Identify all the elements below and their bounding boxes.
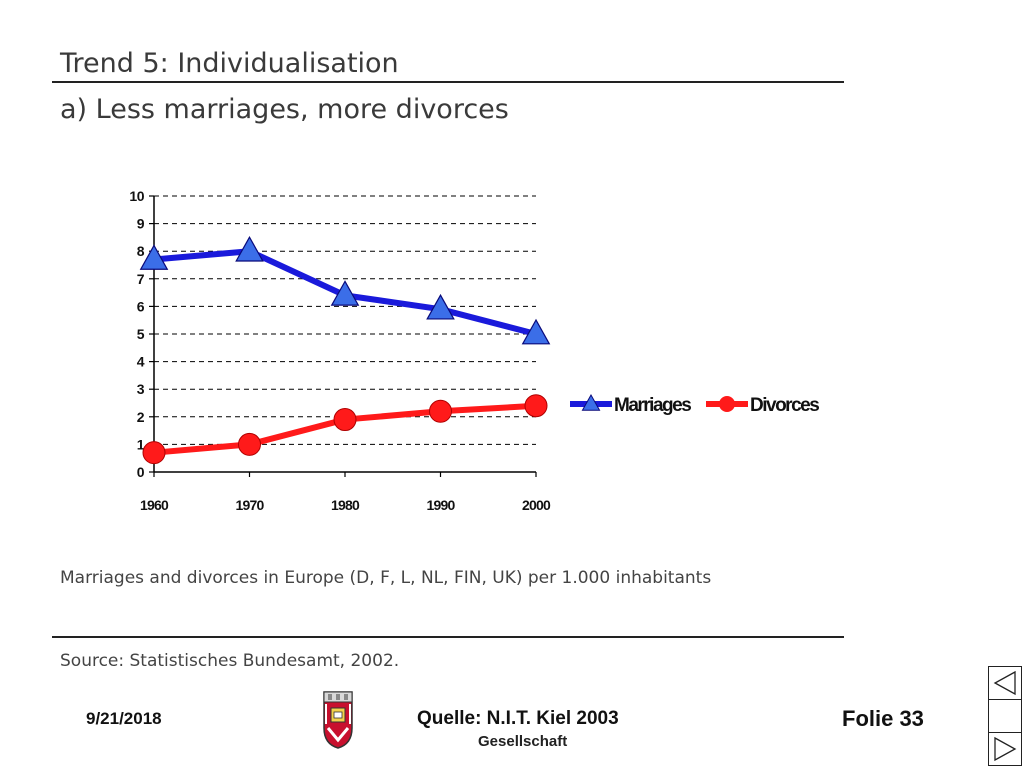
legend-entry-marriages: Marriages xyxy=(570,393,693,416)
footer-gesellschaft: Gesellschaft xyxy=(478,733,568,750)
title-rule xyxy=(52,81,844,83)
y-tick-label-5: 5 xyxy=(137,326,145,342)
point-marriages-1960 xyxy=(139,244,169,270)
y-tick-label-0: 0 xyxy=(137,464,145,480)
x-tick-label-1990: 1990 xyxy=(427,497,456,513)
prev-slide-button[interactable] xyxy=(989,667,1021,700)
point-marriages-1980 xyxy=(330,280,360,306)
slide-title: Trend 5: Individualisation xyxy=(60,48,399,79)
coat-of-arms-icon xyxy=(323,691,353,749)
y-tick-label-9: 9 xyxy=(137,216,145,232)
y-tick-label-4: 4 xyxy=(137,354,145,370)
point-divorces-2000 xyxy=(524,394,548,418)
y-tick-label-3: 3 xyxy=(137,381,145,397)
point-divorces-1960 xyxy=(142,441,166,465)
footer-quelle: Quelle: N.I.T. Kiel 2003 xyxy=(417,708,619,729)
slide-subtitle: a) Less marriages, more divorces xyxy=(60,94,509,125)
chart-caption: Marriages and divorces in Europe (D, F, … xyxy=(60,568,712,588)
legend-label-divorces: Divorces xyxy=(750,395,819,416)
point-marriages-1970 xyxy=(235,235,264,262)
series-divorces xyxy=(142,394,548,465)
x-tick-labels: 1960 1970 1980 1990 2000 xyxy=(140,497,552,513)
x-tick-label-1980: 1980 xyxy=(331,497,360,513)
y-tick-label-6: 6 xyxy=(137,298,145,314)
chart-legend: Marriages Divorces xyxy=(570,393,821,416)
series-group xyxy=(139,235,551,465)
point-divorces-1970 xyxy=(238,432,261,456)
triangle-left-icon xyxy=(993,670,1016,696)
y-tick-label-1: 1 xyxy=(137,436,145,452)
slide-menu-button[interactable] xyxy=(989,700,1021,733)
legend-marker-marriages xyxy=(581,393,601,411)
y-tick-labels: 0 1 2 3 4 5 6 7 8 9 10 xyxy=(129,188,145,480)
source-note: Source: Statistisches Bundesamt, 2002. xyxy=(60,651,400,671)
slide-number: Folie 33 xyxy=(842,706,924,731)
point-divorces-1980 xyxy=(333,408,357,432)
source-rule xyxy=(52,636,844,638)
next-slide-button[interactable] xyxy=(989,733,1021,765)
footer-date: 9/21/2018 xyxy=(86,709,162,728)
y-tick-label-10: 10 xyxy=(129,188,144,204)
slide-navigation xyxy=(988,666,1022,766)
x-tick-label-1970: 1970 xyxy=(236,497,265,513)
x-tick-label-1960: 1960 xyxy=(140,497,169,513)
y-tick-label-2: 2 xyxy=(137,409,145,425)
series-marriages xyxy=(139,235,551,345)
x-tick-label-2000: 2000 xyxy=(522,497,551,513)
point-marriages-1990 xyxy=(426,293,455,320)
legend-entry-divorces: Divorces xyxy=(706,395,821,416)
legend-marker-divorces xyxy=(719,396,735,412)
y-tick-label-8: 8 xyxy=(137,243,145,259)
triangle-right-icon xyxy=(994,736,1017,762)
point-marriages-2000 xyxy=(521,318,551,345)
point-divorces-1990 xyxy=(429,399,452,423)
y-tick-label-7: 7 xyxy=(137,271,145,287)
axes xyxy=(149,195,537,477)
legend-label-marriages: Marriages xyxy=(614,395,691,416)
